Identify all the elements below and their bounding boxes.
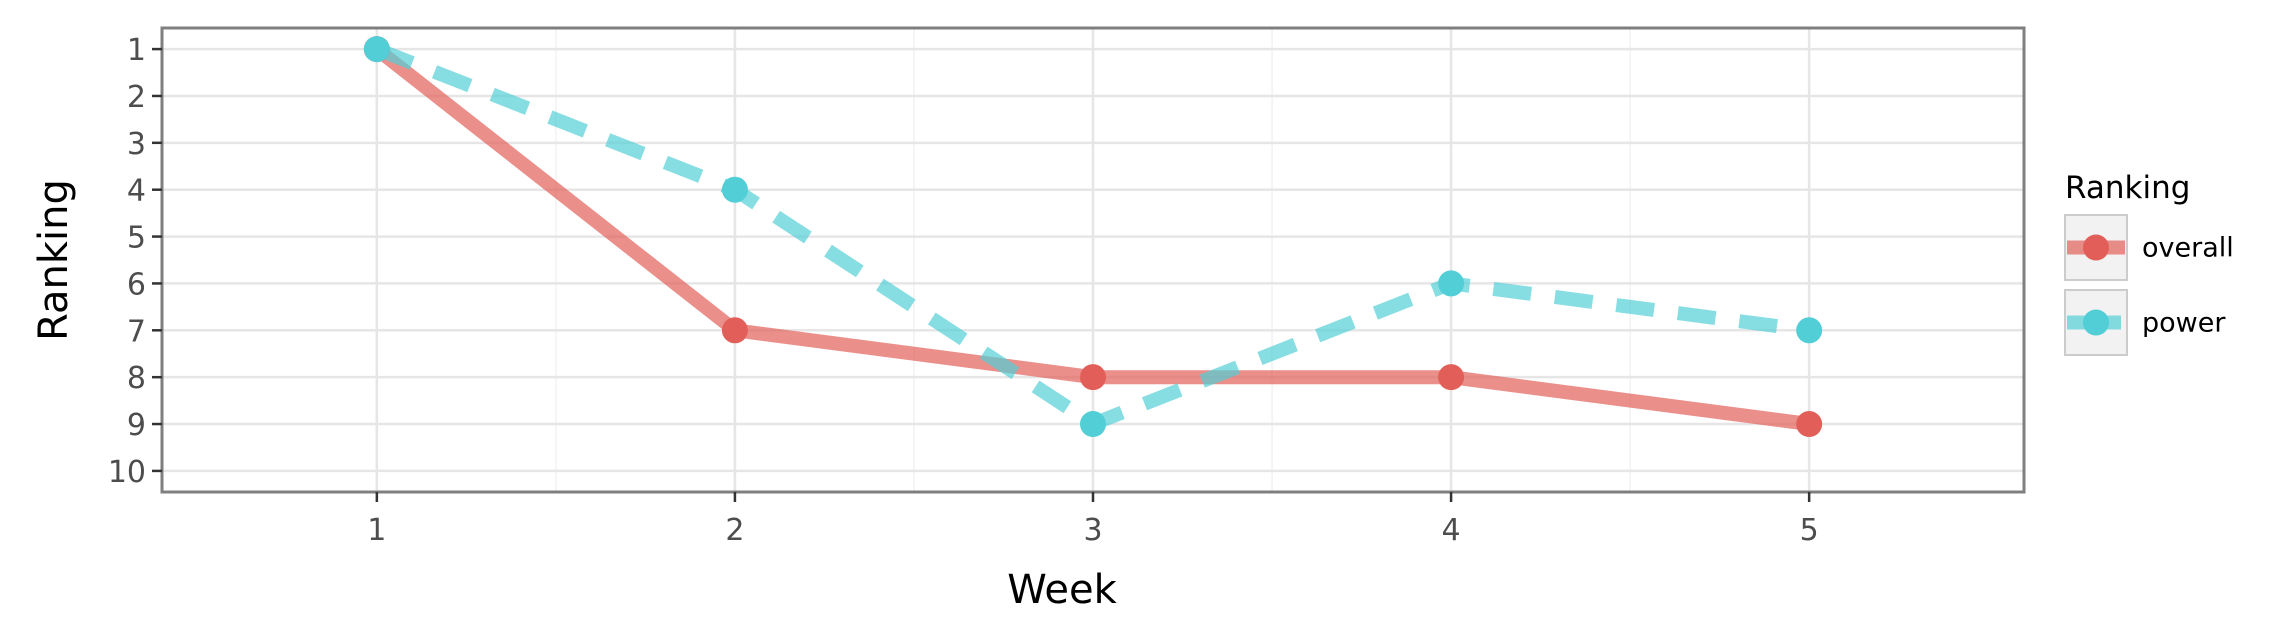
y-tick-label: 5 xyxy=(127,221,146,256)
data-point-power xyxy=(1796,317,1823,344)
data-point-power xyxy=(1080,411,1106,438)
x-tick-label: 5 xyxy=(1800,513,1819,548)
legend-title: Ranking xyxy=(2065,170,2190,206)
legend-point-overall xyxy=(2083,234,2109,261)
y-tick-label: 2 xyxy=(127,80,146,115)
y-axis-ticks: 1 2 3 4 5 6 7 8 9 10 xyxy=(108,33,162,490)
data-point-power xyxy=(363,36,390,63)
y-tick-label: 10 xyxy=(108,455,146,490)
x-tick-label: 3 xyxy=(1083,513,1102,548)
y-tick-label: 9 xyxy=(127,408,146,443)
y-axis-title: Ranking xyxy=(31,179,77,341)
data-point-power xyxy=(1438,270,1465,297)
data-point-power xyxy=(721,176,748,203)
x-axis-title: Week xyxy=(1007,567,1117,613)
series-points xyxy=(363,36,1823,438)
major-gridlines xyxy=(162,28,2024,492)
data-point-overall xyxy=(1796,411,1823,438)
y-tick-label: 4 xyxy=(127,174,146,209)
minor-gridlines xyxy=(555,28,1631,492)
x-axis-ticks: 1 2 3 4 5 xyxy=(367,492,1819,548)
x-tick-label: 1 xyxy=(367,513,386,548)
y-tick-label: 7 xyxy=(127,314,146,349)
legend-label-power: power xyxy=(2142,308,2226,339)
data-point-overall xyxy=(721,317,748,344)
y-tick-label: 6 xyxy=(127,267,146,302)
y-tick-label: 1 xyxy=(127,33,146,68)
legend-point-power xyxy=(2083,309,2109,336)
y-tick-label: 8 xyxy=(127,361,146,396)
data-point-overall xyxy=(1080,364,1106,391)
x-tick-label: 2 xyxy=(725,513,744,548)
legend-label-overall: overall xyxy=(2142,233,2234,264)
y-tick-label: 3 xyxy=(127,127,146,162)
x-tick-label: 4 xyxy=(1442,513,1461,548)
legend: Ranking overall power xyxy=(2064,170,2234,356)
data-point-overall xyxy=(1438,364,1465,391)
